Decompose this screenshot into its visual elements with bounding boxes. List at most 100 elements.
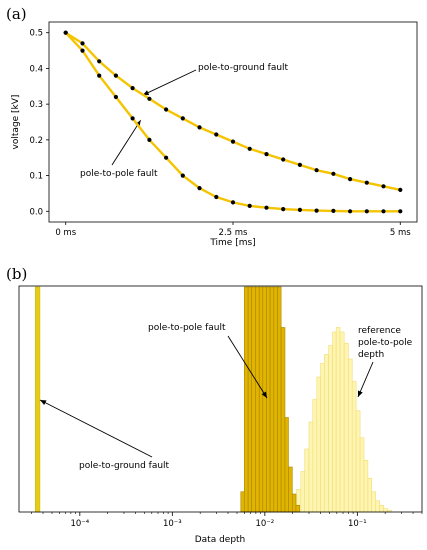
- series-0-point: [164, 107, 169, 112]
- anno-a-pole-to-ground-arrow-head: [142, 90, 150, 96]
- series-1-point: [164, 155, 169, 160]
- hist-1-bar: [240, 491, 245, 513]
- series-1-point: [63, 30, 68, 35]
- x-tick-label: 5 ms: [390, 228, 411, 238]
- y-tick-label: 0.0: [29, 207, 43, 217]
- panel-a-ylabel: voltage [kV]: [11, 95, 21, 150]
- anno-b-pole-to-ground: pole-to-ground fault: [79, 461, 170, 471]
- anno-b-reference-arrow-head: [357, 390, 363, 397]
- hist-2-bar: [367, 477, 373, 513]
- series-0-point: [398, 187, 403, 192]
- panel-b-annotations: [39, 335, 374, 458]
- hist-2-bar: [328, 345, 333, 513]
- hist-2-bar: [316, 376, 321, 513]
- anno-a-pole-to-ground-arrow-shaft: [142, 69, 197, 96]
- hist-1-bar: [284, 417, 289, 513]
- y-tick-label: 0.2: [29, 136, 43, 146]
- series-1-point: [80, 48, 85, 53]
- panel-b: (b) 10⁻⁴ 10⁻³ 10⁻² 10⁻¹ Data depth pole-to-…: [6, 265, 423, 545]
- hist-2-bar: [383, 508, 388, 513]
- panel-a-axes: 0 ms 2.5 ms 5 ms 0.0 0.1 0.2 0.3 0.4 0.5: [29, 29, 411, 238]
- series-0-point: [364, 180, 369, 185]
- panel-b-axes: 10⁻⁴ 10⁻³ 10⁻² 10⁻¹: [31, 512, 423, 529]
- hist-2-bar: [335, 327, 341, 513]
- panel-a-plot-frame: [48, 21, 418, 223]
- hist-2-bar: [332, 331, 337, 513]
- hist-0-bar: [34, 286, 41, 513]
- panel-b-plot-frame: [18, 285, 423, 513]
- x-tick-label: 10⁻⁴: [70, 519, 89, 529]
- y-tick-label: 0.5: [29, 29, 43, 39]
- hist-1-bar: [269, 286, 275, 513]
- series-0-point: [80, 41, 85, 46]
- hist-2-bar: [300, 471, 306, 513]
- x-tick-label: 10⁻³: [163, 519, 182, 529]
- hist-2-bar: [308, 421, 314, 513]
- anno-a-pole-to-pole-arrow-shaft: [111, 119, 142, 166]
- hist-1-bar: [273, 286, 278, 513]
- series-1-point: [130, 116, 135, 121]
- series-0-line: [65, 31, 401, 192]
- y-tick-label: 0.1: [29, 172, 43, 182]
- series-0-point: [264, 152, 269, 157]
- series-0-point: [97, 59, 102, 64]
- x-tick-label: 10⁻¹: [348, 519, 367, 529]
- series-1-point: [364, 209, 369, 214]
- x-tick-label: 10⁻²: [255, 519, 274, 529]
- hist-1-bar: [255, 286, 260, 513]
- hist-2-bar: [375, 500, 380, 513]
- hist-1-bar: [244, 286, 249, 513]
- hist-1-bar: [266, 286, 271, 513]
- panel-b-label: (b): [6, 265, 27, 283]
- hist-1-bar: [277, 286, 282, 513]
- series-1-point: [97, 73, 102, 78]
- panel-b-xlabel: Data depth: [195, 535, 246, 545]
- panel-a-label: (a): [6, 5, 27, 23]
- hist-1-bar: [295, 504, 300, 513]
- series-0-point: [197, 125, 202, 130]
- hist-2-bar: [379, 504, 384, 513]
- anno-b-pole-to-pole-arrow-head: [261, 391, 267, 398]
- hist-2-bar: [304, 448, 310, 513]
- hist-2-bar: [363, 459, 369, 513]
- series-1-point: [247, 203, 252, 208]
- anno-b-pole-to-ground-arrow-shaft: [39, 399, 153, 458]
- series-1-point: [314, 208, 319, 213]
- series-1-point: [264, 205, 269, 210]
- series-1-point: [348, 209, 353, 214]
- series-0-point: [381, 184, 386, 189]
- hist-2-bar: [324, 354, 329, 513]
- hist-2-bar: [343, 342, 349, 513]
- anno-a-pole-to-pole: pole-to-pole fault: [80, 169, 158, 179]
- hist-2-bar: [351, 381, 357, 513]
- series-0-point: [214, 132, 219, 137]
- y-tick-label: 0.4: [29, 64, 43, 74]
- x-tick-label: 0 ms: [55, 228, 76, 238]
- hist-2-bar: [339, 331, 345, 513]
- hist-1-bar: [258, 286, 264, 513]
- anno-b-reference-line-3: depth: [358, 350, 384, 360]
- hist-1-bar: [291, 493, 297, 513]
- series-0-point: [230, 139, 236, 144]
- series-1-point: [197, 186, 202, 191]
- series-0-point: [331, 171, 336, 176]
- panel-a: (a) 0 ms 2.5 ms 5 ms 0.0 0.1 0.2 0.3 0.4 0.5 Tim…: [6, 5, 418, 248]
- panel-a-data: [63, 30, 403, 214]
- series-1-point: [180, 173, 185, 178]
- series-1-line: [64, 31, 401, 213]
- anno-b-reference-line-2: pole-to-pole: [358, 338, 413, 348]
- series-0-point: [348, 177, 353, 182]
- hist-1-bar: [262, 286, 267, 513]
- anno-b-pole-to-pole-arrow-shaft: [227, 335, 268, 399]
- series-1-point: [398, 209, 403, 214]
- series-0-point: [147, 96, 152, 101]
- y-tick-label: 0.3: [29, 100, 43, 110]
- series-0-point: [314, 168, 319, 173]
- hist-1-bar: [280, 327, 286, 513]
- series-0-point: [247, 146, 252, 151]
- anno-b-reference-line-1: reference: [358, 326, 401, 336]
- series-0-point: [297, 162, 302, 167]
- series-1-point: [297, 207, 302, 212]
- hist-1-bar: [288, 466, 293, 513]
